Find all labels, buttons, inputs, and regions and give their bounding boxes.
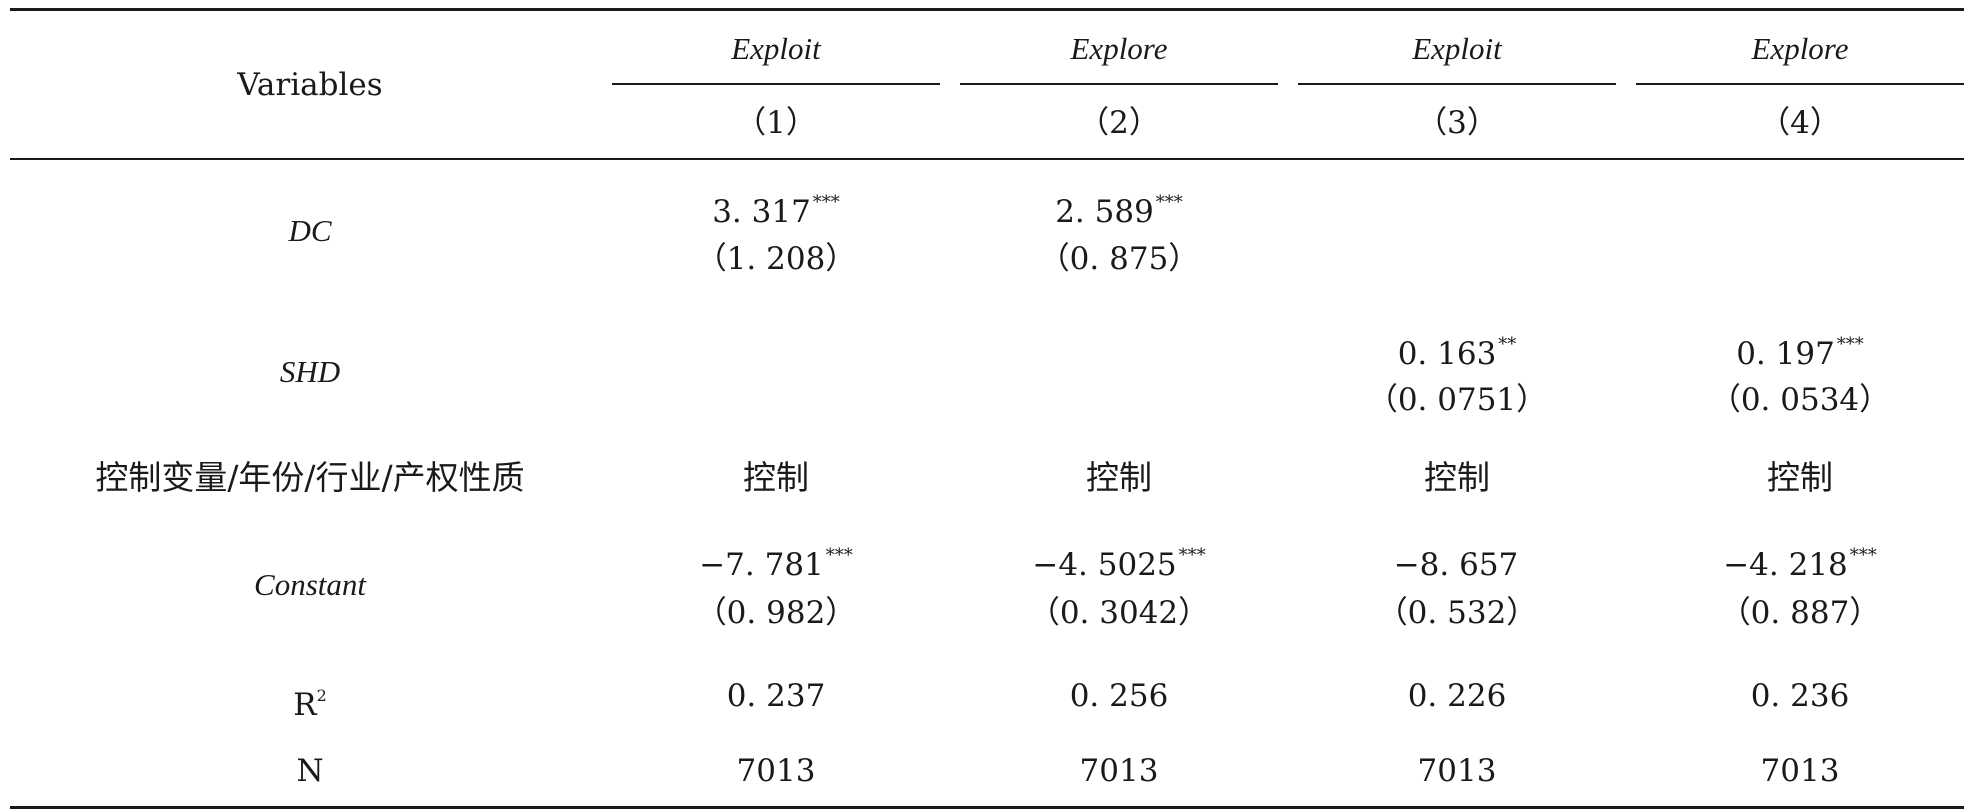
n-value-2: 7013 [1079,753,1159,789]
header-group-3: Exploit [1412,31,1502,66]
header-group-4: Explore [1751,31,1849,66]
r2-value-3: 0. 226 [1407,678,1507,714]
table-header-rule [10,158,1964,160]
significance-stars: *** [1836,334,1864,355]
controls-value-4: 控制 [1767,458,1833,497]
significance-stars: *** [812,192,840,213]
header-number-4: （4） [1759,105,1841,141]
significance-stars: *** [1178,545,1206,566]
constant-se-1: （0. 982） [695,595,857,631]
header-number-2: （2） [1078,105,1160,141]
row-label-controls: 控制变量/年份/行业/产权性质 [95,458,525,497]
group-rule-4 [1636,83,1964,85]
n-value-4: 7013 [1760,753,1840,789]
header-number-3: （3） [1416,105,1498,141]
significance-stars: ** [1498,334,1517,355]
group-rule-1 [612,83,940,85]
r2-value-2: 0. 256 [1069,678,1169,714]
superscript: 2 [316,686,327,705]
shd-coef-3: 0. 163 ** [1397,334,1517,372]
table-top-rule [10,8,1964,11]
n-value-1: 7013 [736,753,816,789]
row-label-constant: Constant [254,567,366,602]
header-group-2: Explore [1070,31,1168,66]
constant-coef-1: −7. 781 *** [699,545,853,583]
r2-value-1: 0. 237 [726,678,826,714]
dc-se-1: （1. 208） [695,241,857,277]
row-label-r2: R2 [293,686,327,723]
r2-value-4: 0. 236 [1750,678,1850,714]
header-variables: Variables [237,67,383,103]
constant-coef-4: −4. 218 *** [1723,545,1877,583]
shd-se-3: （0. 0751） [1366,382,1548,418]
constant-se-4: （0. 887） [1719,595,1881,631]
controls-value-2: 控制 [1086,458,1152,497]
dc-se-2: （0. 875） [1038,241,1200,277]
controls-value-1: 控制 [743,458,809,497]
group-rule-3 [1298,83,1616,85]
constant-se-3: （0. 532） [1376,595,1538,631]
dc-coef-2: 2. 589 *** [1055,192,1183,230]
row-label-n: N [296,753,324,789]
header-number-1: （1） [735,105,817,141]
constant-se-2: （0. 3042） [1028,595,1210,631]
significance-stars: *** [825,545,853,566]
table-bottom-rule [10,806,1964,809]
shd-se-4: （0. 0534） [1709,382,1891,418]
constant-coef-2: −4. 5025 *** [1032,545,1206,583]
constant-coef-3: −8. 657 [1393,547,1519,583]
significance-stars: *** [1155,192,1183,213]
dc-coef-1: 3. 317 *** [712,192,840,230]
row-label-dc: DC [288,213,332,248]
controls-value-3: 控制 [1424,458,1490,497]
header-group-1: Exploit [731,31,821,66]
significance-stars: *** [1849,545,1877,566]
row-label-shd: SHD [279,354,341,389]
shd-coef-4: 0. 197 *** [1736,334,1864,372]
group-rule-2 [960,83,1278,85]
n-value-3: 7013 [1417,753,1497,789]
